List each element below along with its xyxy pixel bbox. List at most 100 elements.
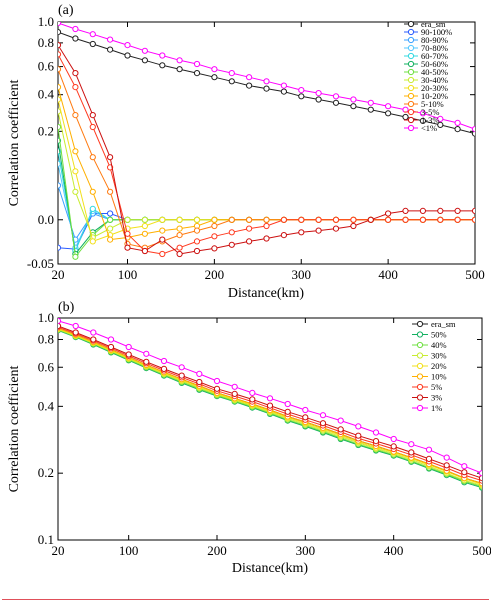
data-point bbox=[298, 87, 305, 94]
data-point bbox=[58, 66, 62, 73]
data-point bbox=[402, 216, 409, 223]
data-point bbox=[58, 22, 62, 27]
data-point bbox=[437, 115, 444, 123]
series-group-b bbox=[58, 318, 482, 491]
data-point bbox=[372, 438, 380, 445]
data-point bbox=[58, 244, 62, 251]
data-point bbox=[159, 236, 166, 243]
data-point bbox=[72, 70, 79, 77]
x-tick-label: 200 bbox=[205, 267, 225, 282]
data-point bbox=[159, 250, 166, 258]
data-point bbox=[332, 225, 340, 232]
data-point bbox=[58, 182, 62, 189]
data-point bbox=[385, 210, 392, 217]
data-point bbox=[367, 106, 374, 113]
legend-label: 1-3% bbox=[421, 115, 439, 125]
data-point bbox=[160, 357, 168, 365]
legend-label: 60-70% bbox=[421, 51, 448, 61]
data-point bbox=[315, 90, 322, 97]
data-point bbox=[160, 365, 168, 372]
data-point bbox=[159, 216, 166, 223]
data-point bbox=[266, 395, 274, 402]
data-point bbox=[107, 210, 114, 217]
legend-label: 40% bbox=[431, 340, 447, 350]
data-point bbox=[315, 216, 322, 223]
data-point bbox=[176, 232, 183, 239]
x-tick-label: 20 bbox=[52, 543, 65, 558]
data-point bbox=[337, 417, 344, 424]
legend-label: 20% bbox=[431, 361, 447, 371]
legend-marker bbox=[407, 92, 415, 100]
legend-label: 30-40% bbox=[421, 75, 448, 85]
legend-marker bbox=[407, 68, 415, 76]
data-point bbox=[58, 42, 62, 49]
y-tick-label: 1.0 bbox=[38, 14, 54, 29]
data-point bbox=[246, 225, 253, 232]
data-point bbox=[315, 96, 322, 103]
data-point bbox=[350, 216, 357, 223]
series-group-a bbox=[58, 22, 475, 260]
data-point bbox=[89, 188, 96, 195]
data-point bbox=[193, 227, 201, 234]
legend-marker bbox=[407, 44, 415, 52]
y-tick-label: 0.6 bbox=[38, 359, 55, 374]
data-point bbox=[72, 322, 79, 330]
data-point bbox=[89, 238, 96, 245]
legend-label: <1% bbox=[421, 123, 437, 133]
x-tick-label: 100 bbox=[119, 543, 139, 558]
data-point bbox=[461, 469, 468, 476]
data-point bbox=[385, 216, 392, 223]
data-point bbox=[107, 236, 114, 243]
data-point bbox=[141, 47, 148, 54]
data-point bbox=[454, 216, 461, 223]
data-point bbox=[461, 463, 468, 470]
data-point bbox=[58, 29, 62, 36]
y-tick-label: 0.6 bbox=[38, 59, 55, 74]
data-point bbox=[367, 99, 374, 106]
data-point bbox=[72, 168, 79, 175]
data-point bbox=[419, 110, 426, 117]
y-tick-label: 0.0 bbox=[38, 212, 54, 227]
legend-label: 20-30% bbox=[421, 83, 448, 93]
data-point bbox=[437, 216, 444, 223]
data-point bbox=[402, 113, 409, 121]
data-point bbox=[176, 57, 183, 64]
y-tick-label: 0.2 bbox=[38, 123, 54, 138]
data-point bbox=[385, 103, 392, 110]
data-point bbox=[176, 250, 183, 258]
panel-a: (a) Distance(km) Correlation coefficient… bbox=[7, 3, 485, 301]
data-point bbox=[58, 51, 62, 58]
data-point bbox=[176, 244, 183, 251]
data-point bbox=[143, 358, 150, 365]
data-point bbox=[89, 40, 96, 48]
legend-marker bbox=[407, 60, 415, 68]
legend-label: 5-10% bbox=[421, 99, 444, 109]
data-point bbox=[302, 406, 309, 414]
data-point bbox=[124, 52, 131, 59]
data-point bbox=[211, 74, 218, 81]
data-point bbox=[337, 426, 344, 433]
ticks-a: 20 100 200 300 400 500 1.0 0.8 0.6 0.4 0.2 0.0 -0.05 bbox=[27, 14, 485, 282]
data-point bbox=[196, 370, 203, 377]
data-point bbox=[355, 432, 362, 439]
legend-marker bbox=[416, 341, 424, 349]
data-point bbox=[72, 329, 79, 336]
legend-label: 3-5% bbox=[421, 107, 439, 117]
legend-marker bbox=[416, 352, 424, 359]
data-point bbox=[178, 372, 185, 379]
data-point bbox=[90, 336, 97, 343]
data-point bbox=[266, 402, 274, 409]
legend-marker bbox=[407, 84, 415, 92]
data-point bbox=[176, 66, 183, 73]
data-point bbox=[72, 84, 79, 91]
y-tick-label: 0.1 bbox=[38, 532, 54, 547]
data-point bbox=[107, 188, 114, 195]
y-tick-label: -0.05 bbox=[27, 256, 54, 271]
data-point bbox=[124, 216, 131, 223]
data-point bbox=[176, 216, 183, 223]
data-point bbox=[143, 350, 150, 357]
data-point bbox=[319, 420, 327, 427]
data-point bbox=[72, 188, 79, 195]
x-tick-label: 400 bbox=[384, 543, 404, 558]
